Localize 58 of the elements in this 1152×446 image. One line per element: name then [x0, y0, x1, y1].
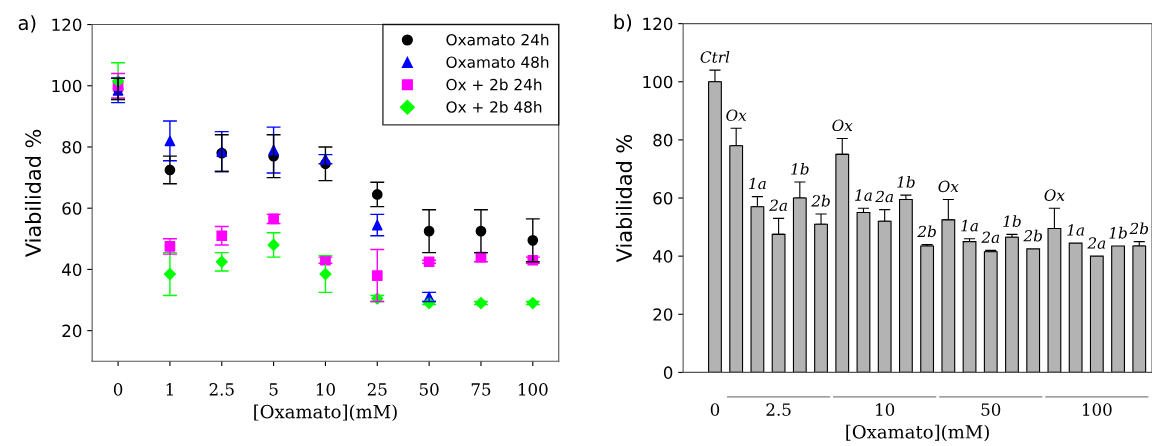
x-axis-title: [Oxamato](mM): [254, 404, 397, 422]
y-tick-label: 100: [643, 75, 673, 89]
x-tick-label: 10: [316, 383, 335, 396]
annotation: 1a: [855, 189, 872, 201]
legend-label: Oxamato 24h: [446, 33, 549, 46]
y-tick-label: 80: [653, 133, 673, 147]
annotation: 1a: [1067, 224, 1085, 236]
text: b): [614, 14, 632, 32]
annotation: 2a: [981, 231, 1000, 244]
y-axis-title: Viabilidad %: [24, 129, 42, 258]
y-tick-label: 120: [52, 18, 82, 32]
y-tick-label: 40: [62, 263, 82, 276]
y-tick-label: 0: [663, 366, 673, 379]
x-tick-label: 25: [367, 383, 387, 396]
annotation: Ox: [938, 180, 959, 193]
annotation: 2b: [811, 194, 830, 207]
annotation: 2b: [1023, 229, 1042, 242]
y-tick-label: 60: [653, 191, 673, 205]
annotation: 1b: [1003, 215, 1021, 228]
y-tick-label: 40: [653, 250, 673, 263]
annotation: 2a: [875, 190, 894, 203]
annotation: Ctrl: [700, 51, 730, 63]
x-axis-title: [Oxamato](mM): [846, 424, 989, 442]
annotation: 2a: [769, 199, 787, 212]
x-tick-label: 0: [710, 403, 720, 416]
x-tick-label: 100: [1082, 403, 1112, 416]
legend-label: Oxamato 48h: [446, 56, 549, 68]
x-tick-label: 0: [113, 383, 123, 396]
x-tick-label: 50: [419, 383, 439, 396]
y-tick-label: 100: [52, 79, 82, 93]
y-axis-title: Viabilidad %: [615, 134, 633, 263]
legend-label: Ox + 2b 48h: [446, 100, 542, 113]
x-tick-label: 75: [471, 383, 491, 396]
text: a): [18, 15, 36, 33]
x-tick-label: 50: [981, 403, 1001, 416]
x-tick-label: 1: [166, 383, 173, 396]
annotation: Ox: [726, 109, 747, 121]
annotation: 2b: [917, 225, 936, 238]
x-tick-label: 5: [269, 383, 278, 396]
x-tick-label: 2.5: [209, 383, 234, 396]
legend-label: Ox + 2b 24h: [446, 78, 542, 91]
annotation: 1b: [897, 175, 915, 188]
annotation: 2b: [1129, 222, 1149, 235]
annotation: 1a: [749, 177, 766, 190]
y-tick-label: 20: [653, 308, 673, 321]
y-tick-label: 80: [62, 140, 82, 154]
y-tick-label: 120: [643, 17, 673, 31]
x-tick-label: 100: [518, 383, 548, 396]
x-tick-label: 2.5: [766, 403, 791, 416]
annotation: 2a: [1087, 237, 1106, 249]
annotation: Ox: [1044, 189, 1065, 201]
x-tick-label: 10: [876, 403, 895, 416]
y-tick-label: 20: [62, 324, 82, 338]
annotation: Ox: [832, 119, 853, 132]
y-tick-label: 60: [62, 202, 82, 215]
annotation: 1b: [791, 162, 809, 175]
annotation: 1a: [961, 219, 978, 232]
annotation: 1b: [1109, 226, 1127, 239]
